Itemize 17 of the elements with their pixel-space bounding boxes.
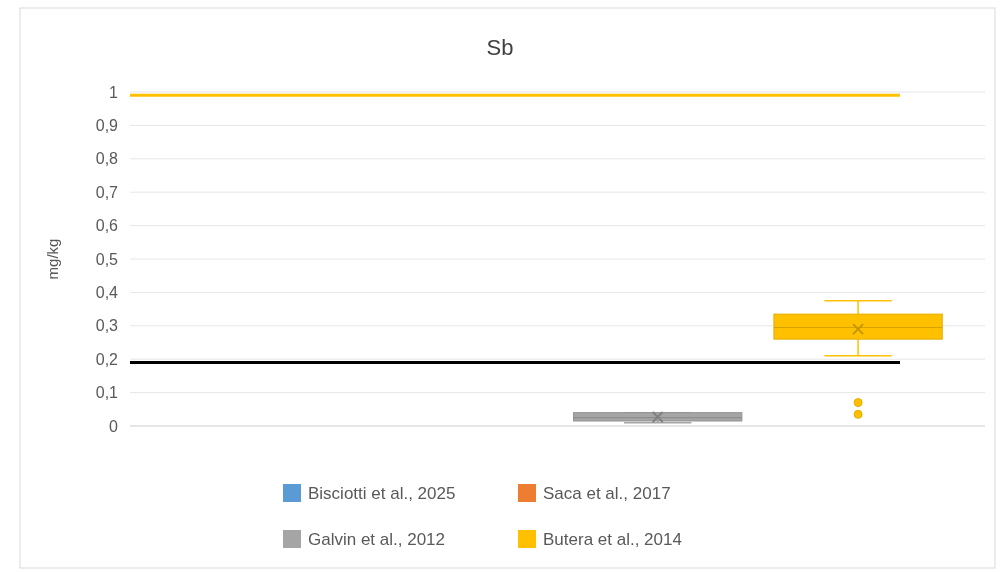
y-tick-label: 0: [109, 417, 119, 435]
legend-label: Bisciotti et al., 2025: [308, 484, 456, 503]
legend-label: Butera et al., 2014: [543, 530, 682, 549]
chart-title: Sb: [486, 35, 514, 60]
y-tick-label: 1: [109, 83, 119, 101]
y-tick-label: 0,6: [95, 217, 119, 235]
legend-label: Saca et al., 2017: [543, 484, 671, 503]
y-axis-title: mg/kg: [44, 238, 61, 280]
y-tick-label: 0,5: [95, 250, 119, 268]
y-tick-label: 0,4: [95, 284, 119, 302]
y-tick-label: 0,3: [95, 317, 119, 335]
y-tick-label: 0,2: [95, 350, 119, 368]
legend-label: Galvin et al., 2012: [308, 530, 446, 549]
y-tick-label: 0,9: [95, 117, 119, 135]
y-tick-label: 0,1: [95, 384, 119, 402]
y-tick-label: 0,8: [95, 150, 119, 168]
y-tick-label: 0,7: [95, 183, 119, 201]
